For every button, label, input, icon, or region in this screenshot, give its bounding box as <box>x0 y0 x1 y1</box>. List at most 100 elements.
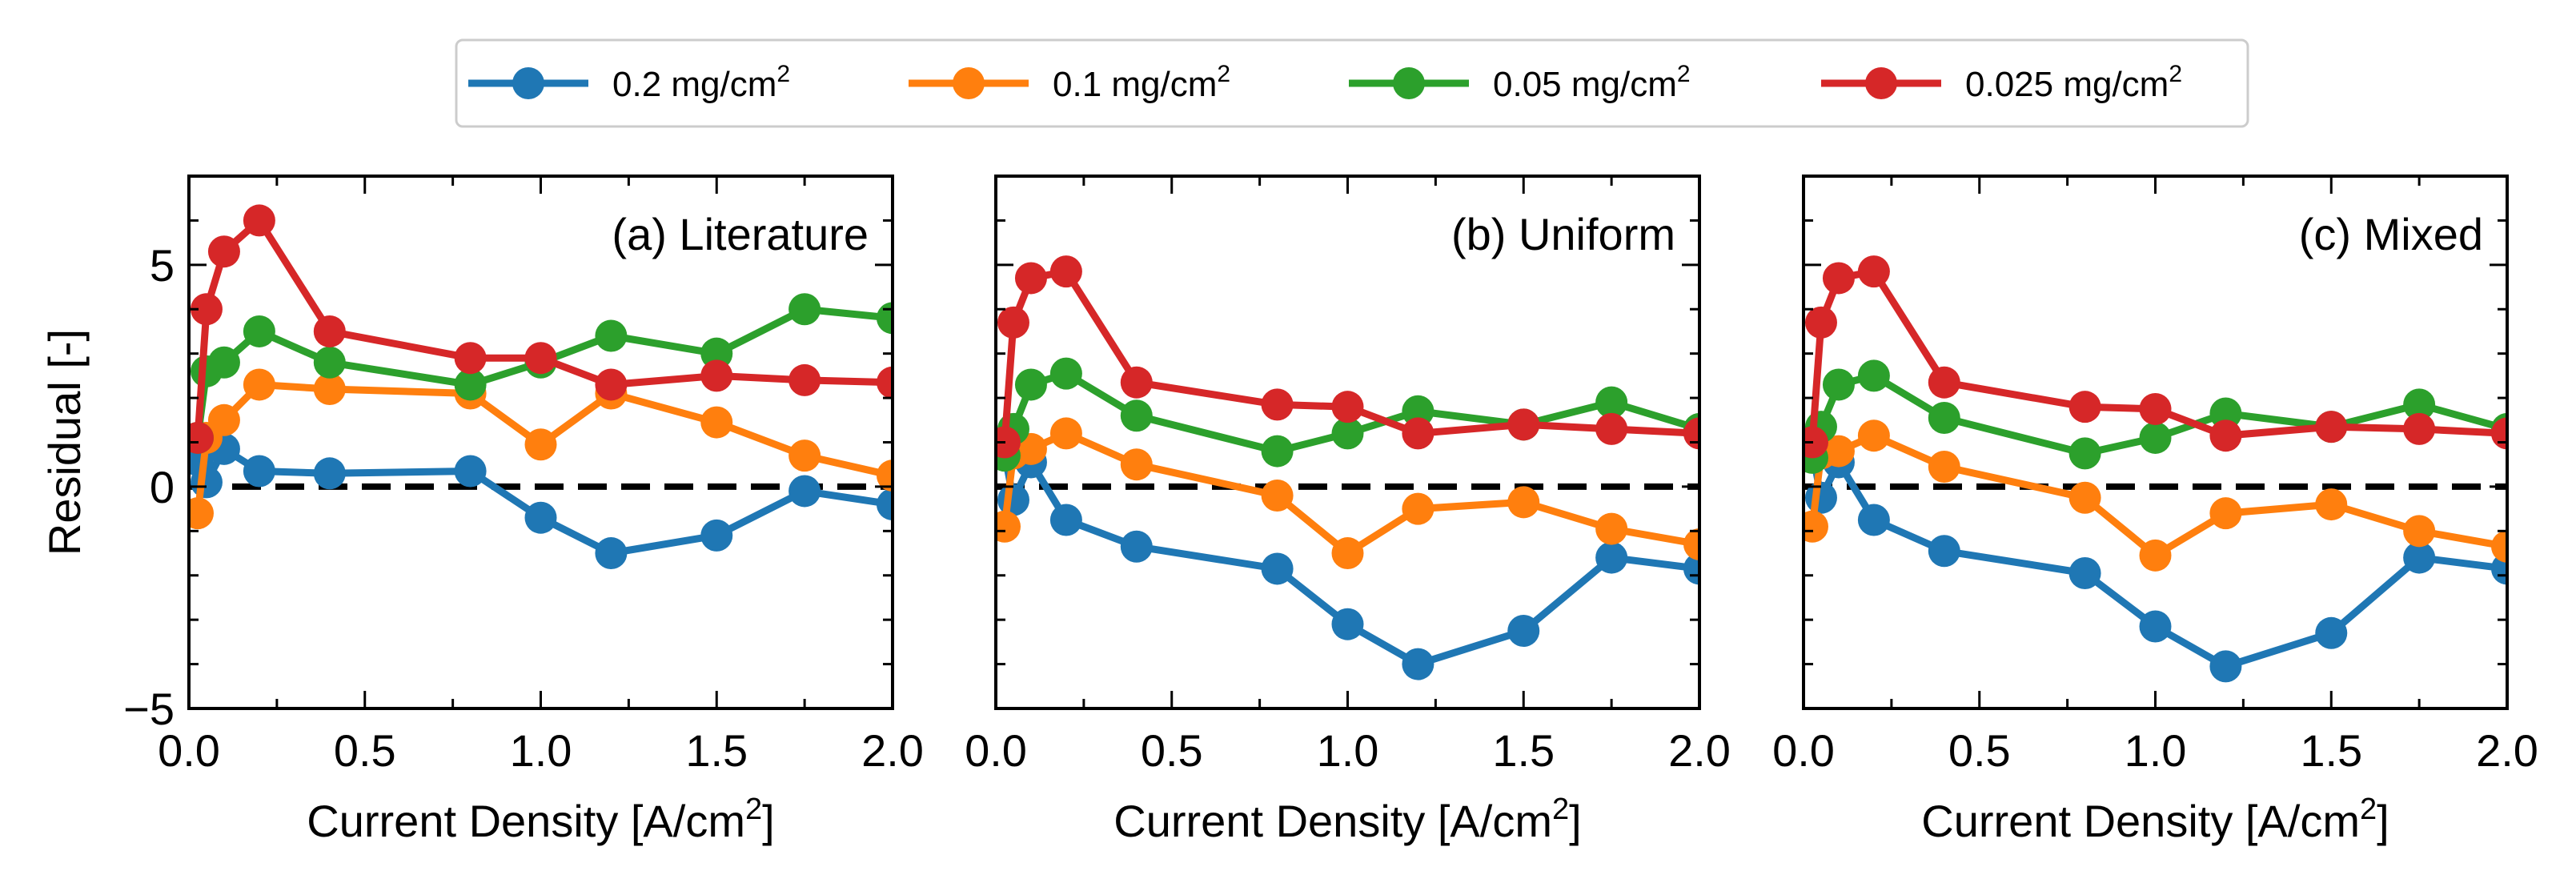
data-point <box>2068 391 2101 423</box>
data-point <box>700 359 733 392</box>
data-point <box>595 537 628 570</box>
data-point <box>454 368 487 401</box>
data-point <box>207 403 240 436</box>
data-point <box>788 475 821 508</box>
x-tick-label: 0.0 <box>1772 725 1835 776</box>
data-point <box>1507 615 1540 648</box>
legend-label: 0.2 mg/cm2 <box>612 61 790 104</box>
data-point <box>1822 262 1855 295</box>
data-point <box>243 204 275 237</box>
data-point <box>1595 541 1628 574</box>
data-point <box>2209 650 2242 683</box>
x-axis-label: Current Density [A/cm2] <box>1921 793 2389 846</box>
chart-panel-1: 0.0 0.5 1.0 1.5 2.0 −5 0 5 (a) Literature Current… <box>39 175 924 846</box>
data-point <box>1804 426 1828 459</box>
data-point <box>996 426 1021 459</box>
data-point <box>595 319 628 352</box>
legend-entry: 0.025 mg/cm2 <box>1821 61 2182 104</box>
x-axis-label: Current Density [A/cm2] <box>307 793 774 846</box>
data-point <box>2491 530 2507 563</box>
data-point <box>1120 366 1153 399</box>
data-point <box>1120 448 1153 481</box>
data-point <box>877 460 893 492</box>
data-point <box>1683 552 1699 585</box>
data-point <box>877 366 893 399</box>
x-tick-label: 0.0 <box>965 725 1027 776</box>
data-point <box>2315 616 2348 649</box>
data-point <box>2068 556 2101 589</box>
chart-panel-3: 0.0 0.5 1.0 1.5 2.0 (c) Mixed Current Density … <box>1772 175 2538 846</box>
y-tick-label: 5 <box>150 240 175 291</box>
data-point <box>2403 515 2436 548</box>
data-point <box>1928 366 1960 399</box>
data-point <box>454 342 487 375</box>
data-point <box>1261 435 1294 468</box>
data-point <box>2139 392 2172 425</box>
panels: 0.0 0.5 1.0 1.5 2.0 −5 0 5 (a) Literature Current… <box>39 175 2538 846</box>
data-point <box>2403 388 2436 421</box>
data-point <box>2209 397 2242 430</box>
data-point <box>700 337 733 370</box>
data-point <box>2068 437 2101 470</box>
legend: 0.2 mg/cm2 0.1 mg/cm2 0.05 mg/cm2 0.025 mg/… <box>455 38 2249 128</box>
data-point <box>788 293 821 326</box>
data-point <box>1331 391 1364 423</box>
data-point <box>700 406 733 439</box>
x-tick-label: 0.0 <box>158 725 220 776</box>
data-point <box>1683 528 1699 560</box>
data-point <box>1804 306 1837 339</box>
data-point <box>1402 492 1434 525</box>
data-point <box>1261 388 1294 421</box>
series-group <box>189 204 893 570</box>
x-tick-label: 2.0 <box>2476 725 2538 776</box>
data-point <box>1804 510 1828 543</box>
data-point <box>1928 402 1960 435</box>
data-point <box>996 510 1021 543</box>
legend-label: 0.05 mg/cm2 <box>1493 61 1691 104</box>
data-point <box>1595 512 1628 545</box>
data-point <box>997 306 1029 339</box>
x-tick-label: 2.0 <box>861 725 924 776</box>
data-point <box>2068 481 2101 514</box>
data-point <box>313 315 346 347</box>
data-point <box>1595 412 1628 445</box>
data-point <box>190 293 223 326</box>
data-point <box>524 342 557 375</box>
data-point <box>189 421 214 454</box>
data-point <box>1049 417 1082 450</box>
series-group <box>996 255 1699 680</box>
data-point <box>313 346 346 379</box>
panel-title: (c) Mixed <box>2299 209 2483 259</box>
data-point <box>1331 537 1364 570</box>
legend-marker <box>512 67 544 99</box>
data-point <box>243 455 275 488</box>
x-tick-label: 1.0 <box>510 725 572 776</box>
data-point <box>1928 535 1960 568</box>
x-tick-label: 1.5 <box>2300 725 2362 776</box>
data-point <box>2403 412 2436 445</box>
data-point <box>2139 421 2172 454</box>
y-axis-label: Residual [-] <box>39 329 90 556</box>
data-point <box>190 466 223 499</box>
x-tick-label: 1.0 <box>1317 725 1379 776</box>
data-point <box>1331 608 1364 640</box>
data-point <box>207 346 240 379</box>
data-point <box>243 368 275 401</box>
data-point <box>1857 504 1890 536</box>
legend-label: 0.1 mg/cm2 <box>1053 61 1230 104</box>
data-point <box>1049 357 1082 390</box>
x-tick-label: 0.5 <box>1948 725 2011 776</box>
data-point <box>877 488 893 521</box>
data-point <box>1928 450 1960 483</box>
data-point <box>1120 399 1153 432</box>
data-point <box>1857 255 1890 288</box>
data-point <box>1014 262 1047 295</box>
data-point <box>2315 411 2348 443</box>
data-point <box>313 373 346 405</box>
data-point <box>2315 488 2348 521</box>
data-point <box>2139 539 2172 572</box>
data-point <box>1822 435 1855 468</box>
data-point <box>788 439 821 472</box>
data-point <box>1402 648 1434 680</box>
